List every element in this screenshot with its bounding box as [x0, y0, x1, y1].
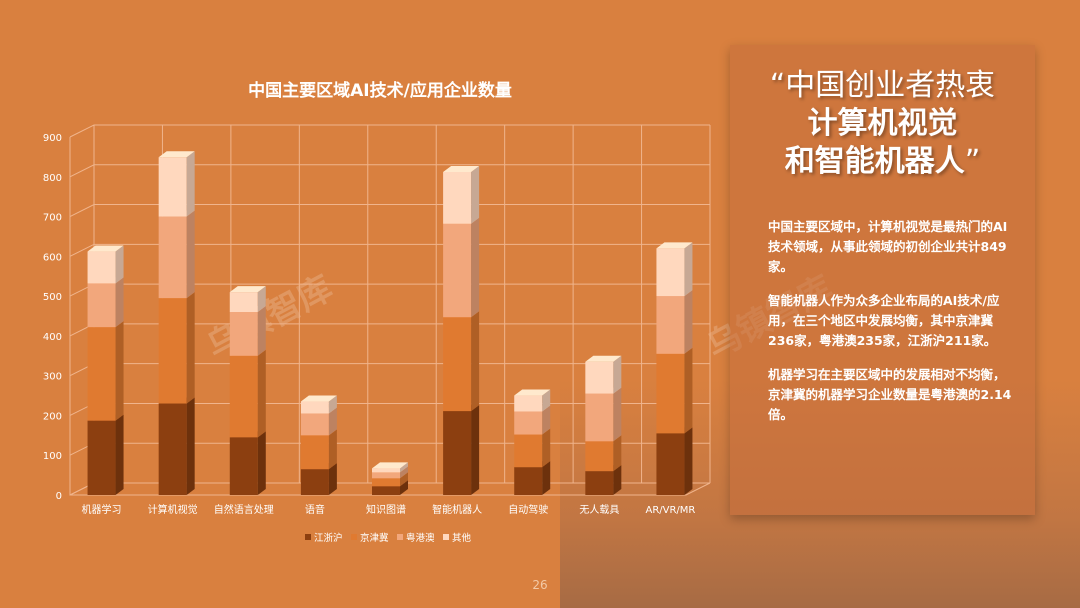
- x-tick-label: 机器学习: [82, 503, 122, 516]
- legend-item: 其他: [443, 532, 472, 544]
- bar-segment: [656, 290, 693, 354]
- legend-item: 粤港澳: [397, 532, 435, 544]
- paragraph-3: 机器学习在主要区域中的发展相对不均衡，京津冀的机器学习企业数量是粤港澳的2.14…: [768, 367, 1012, 422]
- bar-segment: [229, 306, 266, 356]
- bar-segment: [229, 431, 266, 495]
- bar-segment: [656, 347, 693, 434]
- legend-item: 江浙沪: [305, 532, 343, 544]
- gridline: [69, 124, 710, 138]
- bar-segment: [443, 405, 480, 495]
- bar-segment: [158, 210, 195, 299]
- legend-label: 京津冀: [360, 532, 389, 544]
- bar-segment: [158, 151, 195, 217]
- legend-item: 京津冀: [351, 532, 389, 544]
- x-tick-label: 计算机视觉: [148, 503, 198, 516]
- insight-panel: “中国创业者热衷 计算机视觉 和智能机器人” 中国主要区域中，计算机视觉是最热门…: [730, 45, 1035, 515]
- legend-swatch: [351, 534, 357, 540]
- legend-label: 其他: [452, 532, 472, 544]
- bar-segment: [656, 427, 693, 495]
- x-tick-label: 智能机器人: [432, 503, 482, 516]
- x-tick-label: 自动驾驶: [508, 503, 548, 516]
- bar-segment: [229, 349, 266, 438]
- x-tick-label: 语音: [305, 503, 325, 516]
- bar-segment: [443, 166, 480, 224]
- legend-label: 粤港澳: [406, 532, 435, 544]
- legend-swatch: [305, 534, 311, 540]
- stacked-bar-chart: 中国主要区域AI技术/应用企业数量 0 100 200 300 400 500 600 700…: [43, 80, 711, 544]
- bar-segment: [514, 389, 551, 412]
- y-tick-label: 800: [43, 173, 62, 184]
- bar-segment: [514, 461, 551, 495]
- y-tick-label: 700: [43, 213, 62, 224]
- bar-segment: [656, 242, 693, 297]
- x-tick-label: 无人载具: [579, 504, 619, 516]
- paragraph-2: 智能机器人作为众多企业布局的AI技术/应用，在三个地区中发展均衡，其中京津冀23…: [768, 293, 1000, 348]
- bar-segment: [229, 286, 266, 313]
- floor-line: [70, 482, 711, 496]
- chart-title: 中国主要区域AI技术/应用企业数量: [248, 80, 512, 101]
- legend-swatch: [443, 534, 449, 540]
- bar-segment: [300, 395, 337, 414]
- bar-segment: [585, 387, 622, 442]
- legend-swatch: [397, 534, 403, 540]
- legend: 江浙沪 京津冀 粤港澳 其他: [305, 532, 472, 544]
- y-tick-label: 0: [56, 491, 62, 502]
- headline-line-1: 中国创业者热衷: [785, 68, 996, 103]
- y-tick-label: 500: [43, 292, 62, 303]
- x-tick-label: 知识图谱: [366, 503, 406, 516]
- headline-line-3: 和智能机器人: [784, 144, 965, 179]
- bar-segment: [87, 414, 124, 495]
- paragraph-1: 中国主要区域中，计算机视觉是最热门的AI技术领域，从事此领域的初创企业共计849…: [768, 219, 1008, 274]
- quote-close: ”: [964, 144, 981, 179]
- y-tick-label: 600: [43, 252, 62, 263]
- bar-segment: [158, 397, 195, 495]
- y-tick-label: 200: [43, 411, 62, 422]
- page-number: 26: [532, 578, 548, 592]
- axis-labels: 机器学习 计算机视觉 自然语言处理 语音 知识图谱 智能机器人 自动驾驶 无人载具 AR/VR/…: [82, 503, 696, 516]
- bars: [87, 151, 693, 495]
- headline: “中国创业者热衷 计算机视觉 和智能机器人”: [730, 67, 1035, 181]
- bar-segment: [87, 277, 124, 328]
- body-text: 中国主要区域中，计算机视觉是最热门的AI技术领域，从事此领域的初创企业共计849…: [768, 217, 1013, 439]
- y-tick-label: 100: [43, 451, 62, 462]
- bar-segment: [87, 245, 124, 284]
- y-tick-label: 900: [43, 133, 62, 144]
- bar-segment: [158, 292, 195, 404]
- x-tick-label: 自然语言处理: [214, 503, 274, 516]
- quote-open: “: [769, 68, 786, 103]
- bar-segment: [443, 311, 480, 412]
- legend-label: 江浙沪: [314, 532, 343, 544]
- bar-segment: [87, 321, 124, 421]
- headline-line-2: 计算机视觉: [807, 106, 958, 141]
- bar-segment: [372, 462, 408, 473]
- bar-segment: [443, 217, 480, 318]
- x-tick-label: AR/VR/MR: [645, 505, 695, 516]
- bar-segment: [585, 355, 622, 394]
- y-tick-label: 400: [43, 332, 62, 343]
- bar-segment: [585, 435, 622, 472]
- y-tick-label: 300: [43, 372, 62, 383]
